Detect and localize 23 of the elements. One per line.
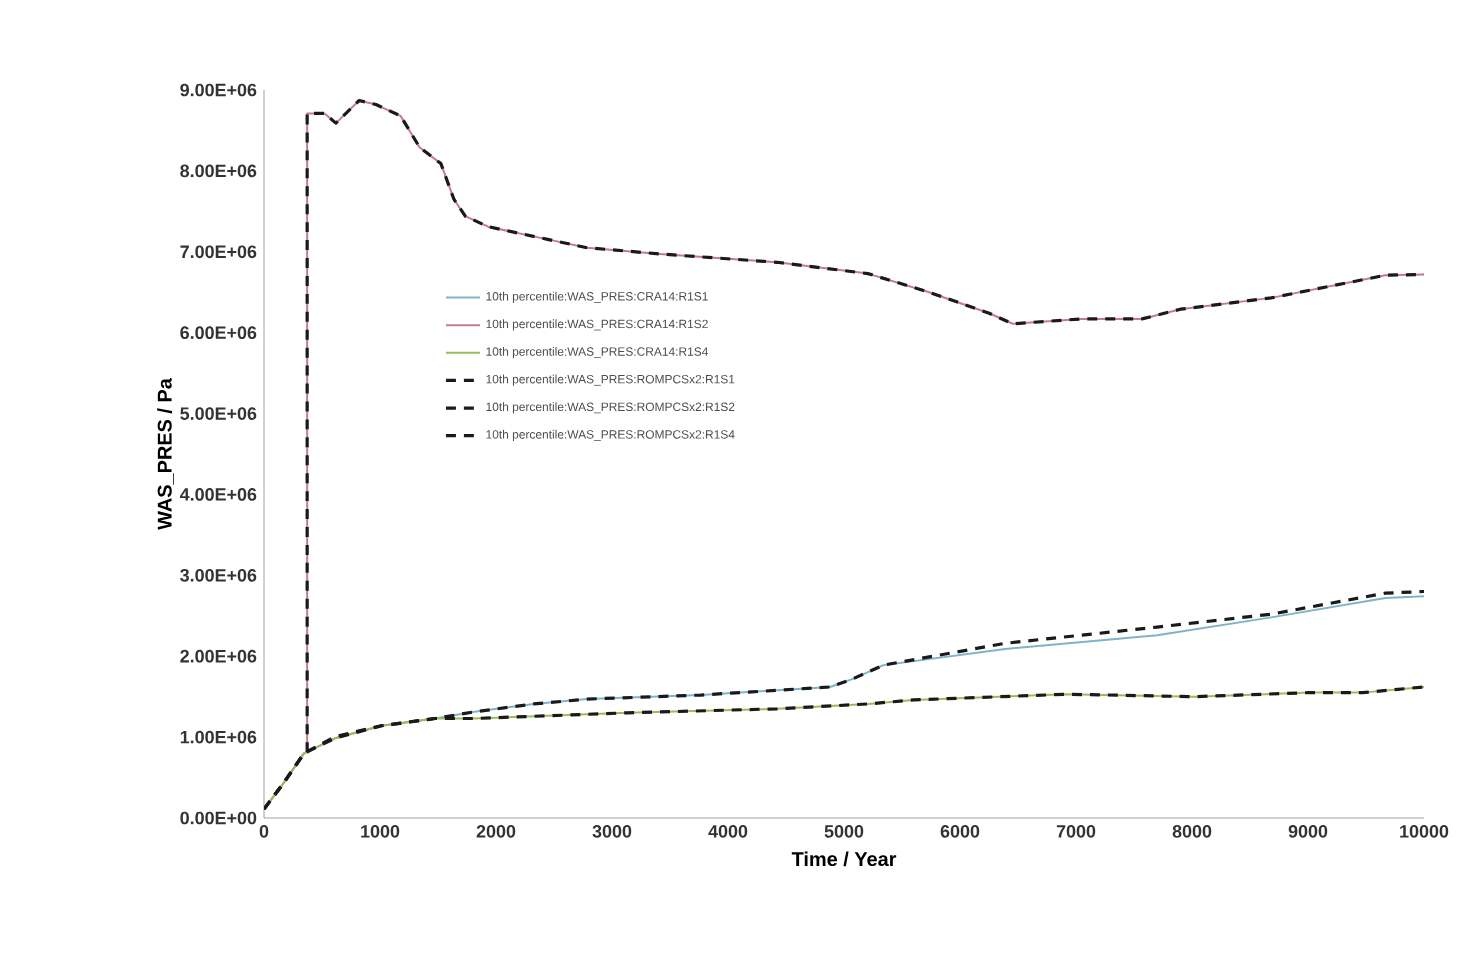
x-tick-label: 3000 bbox=[592, 825, 632, 838]
x-axis-title: Time / Year bbox=[791, 851, 897, 867]
y-tick-label: 5.00E+06 bbox=[180, 407, 257, 420]
x-tick-label: 5000 bbox=[824, 825, 864, 838]
y-tick-label: 4.00E+06 bbox=[179, 488, 257, 501]
y-tick-label: 1.00E+06 bbox=[180, 730, 257, 744]
y-tick-label: 3.00E+06 bbox=[180, 568, 257, 582]
y-tick-label: 7.00E+06 bbox=[180, 245, 257, 259]
x-tick-label: 10000 bbox=[1400, 825, 1449, 838]
y-tick-label: 8.00E+06 bbox=[180, 164, 257, 178]
x-tick-label: 9000 bbox=[1288, 825, 1328, 838]
x-tick-label: 8000 bbox=[1172, 825, 1212, 838]
x-tick-label: 0 bbox=[259, 825, 269, 838]
y-tick-label: 6.00E+06 bbox=[180, 326, 257, 340]
y-tick-label: 2.00E+06 bbox=[180, 649, 257, 663]
x-tick-label: 6000 bbox=[940, 825, 980, 838]
x-tick-label: 1000 bbox=[361, 825, 400, 838]
x-tick-label: 2000 bbox=[476, 825, 516, 838]
y-axis-title: WAS_PRES / Pa bbox=[157, 378, 174, 530]
y-tick-label: 0.00E+00 bbox=[180, 811, 257, 825]
x-tick-label: 7000 bbox=[1056, 825, 1096, 838]
x-tick-label: 4000 bbox=[708, 825, 748, 838]
y-tick-label: 9.00E+06 bbox=[180, 83, 257, 97]
